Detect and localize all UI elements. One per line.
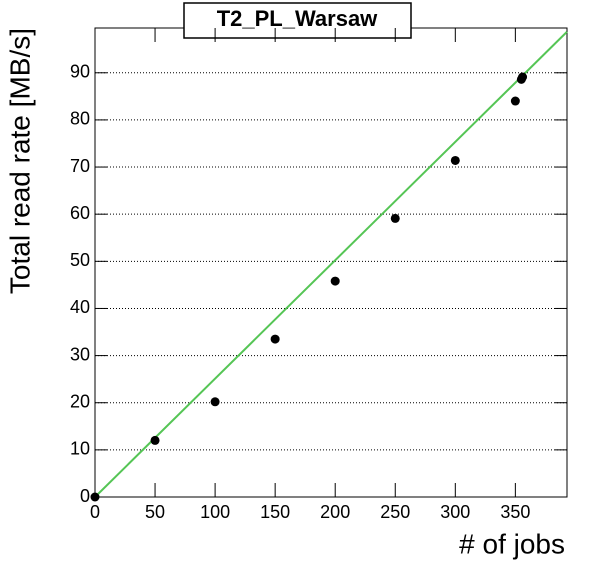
- y-tick-label: 40: [70, 297, 90, 317]
- title-box: [183, 2, 412, 39]
- data-point: [270, 334, 280, 344]
- fit-line: [94, 31, 568, 498]
- y-tick-label: 0: [80, 486, 90, 506]
- data-point: [210, 397, 220, 407]
- x-tick-label: 300: [440, 502, 470, 522]
- x-tick-label: 0: [90, 502, 100, 522]
- x-tick-label: 200: [320, 502, 350, 522]
- y-tick-label: 60: [70, 203, 90, 223]
- x-tick-label: 100: [200, 502, 230, 522]
- data-point: [518, 72, 528, 82]
- y-tick-label: 30: [70, 344, 90, 364]
- x-tick-label: 350: [500, 502, 530, 522]
- y-tick-label: 70: [70, 156, 90, 176]
- y-tick-label: 90: [70, 62, 90, 82]
- data-point: [450, 155, 460, 165]
- x-tick-label: 150: [260, 502, 290, 522]
- x-axis-label: # of jobs: [459, 528, 565, 559]
- y-tick-label: 50: [70, 250, 90, 270]
- y-tick-label: 20: [70, 391, 90, 411]
- chart-title: T2_PL_Warsaw: [217, 6, 378, 31]
- data-point: [150, 435, 160, 445]
- y-tick-label: 80: [70, 109, 90, 129]
- y-tick-label: 10: [70, 439, 90, 459]
- x-tick-label: 50: [145, 502, 165, 522]
- x-tick-label: 250: [380, 502, 410, 522]
- y-axis-label: Total read rate [MB/s]: [4, 28, 35, 294]
- data-point: [330, 276, 340, 286]
- data-point: [90, 492, 100, 502]
- data-point: [390, 213, 400, 223]
- data-point: [510, 96, 520, 106]
